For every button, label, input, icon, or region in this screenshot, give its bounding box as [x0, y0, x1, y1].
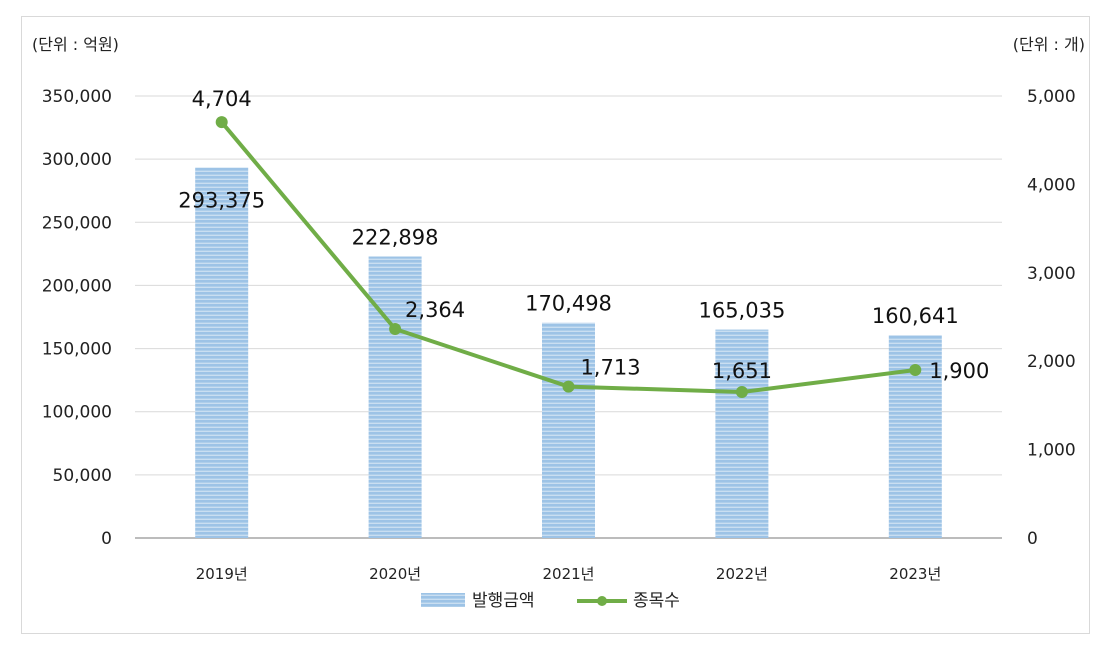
bar-data-labels: 293,375 222,898 170,498 165,035 160,641	[178, 189, 958, 329]
right-axis-ticks: 0 1,000 2,000 3,000 4,000 5,000	[1027, 87, 1076, 549]
left-axis-unit-label: (단위 : 억원)	[32, 35, 119, 54]
bar	[195, 167, 249, 539]
left-tick-label: 100,000	[42, 403, 112, 423]
left-axis-ticks: 0 50,000 100,000 150,000 200,000 250,000 300,0…	[42, 87, 112, 549]
line-point	[215, 116, 228, 129]
left-tick-label: 350,000	[42, 87, 112, 107]
bar-value-label: 160,641	[872, 304, 959, 328]
left-tick-label: 0	[101, 529, 112, 549]
left-tick-label: 250,000	[42, 213, 112, 233]
bar-value-label: 170,498	[525, 292, 612, 316]
legend-line-label: 종목수	[633, 591, 680, 611]
line-value-label: 1,651	[712, 359, 772, 383]
legend-bar-label: 발행금액	[472, 591, 535, 611]
bar	[715, 329, 769, 538]
right-tick-label: 0	[1027, 529, 1038, 549]
category-label: 2019년	[196, 565, 248, 583]
right-axis-unit-label: (단위 : 개)	[1013, 35, 1085, 54]
category-label: 2023년	[889, 565, 941, 583]
line-data-labels: 4,704 2,364 1,713 1,651 1,900	[192, 87, 990, 383]
bar	[368, 256, 422, 538]
left-tick-label: 150,000	[42, 340, 112, 360]
bar-series	[195, 167, 942, 539]
bar-value-label: 293,375	[178, 189, 265, 213]
right-tick-label: 1,000	[1027, 441, 1076, 461]
bar-value-label: 222,898	[352, 226, 439, 250]
category-label: 2022년	[716, 565, 768, 583]
right-tick-label: 5,000	[1027, 87, 1076, 107]
line-value-label: 4,704	[192, 87, 252, 111]
legend: 발행금액 종목수	[421, 591, 680, 611]
right-tick-label: 4,000	[1027, 175, 1076, 195]
bar-value-label: 165,035	[698, 299, 785, 323]
category-label: 2021년	[543, 565, 595, 583]
bar	[542, 322, 595, 538]
line-value-label: 1,713	[580, 356, 640, 380]
left-tick-label: 200,000	[42, 276, 112, 296]
line-point	[735, 386, 748, 399]
left-tick-label: 50,000	[53, 466, 112, 486]
right-tick-label: 3,000	[1027, 264, 1076, 284]
legend-bar-swatch	[421, 593, 465, 607]
category-label: 2020년	[369, 565, 421, 583]
gridlines	[135, 95, 1002, 539]
line-value-label: 2,364	[405, 298, 465, 322]
left-tick-label: 300,000	[42, 150, 112, 170]
line-point	[389, 323, 402, 336]
category-labels: 2019년 2020년 2021년 2022년 2023년	[196, 565, 942, 583]
line-series	[215, 116, 922, 399]
right-tick-label: 2,000	[1027, 352, 1076, 372]
line-point	[562, 380, 575, 393]
legend-line-marker	[597, 596, 607, 606]
line-value-label: 1,900	[929, 359, 989, 383]
line-point	[909, 364, 922, 377]
